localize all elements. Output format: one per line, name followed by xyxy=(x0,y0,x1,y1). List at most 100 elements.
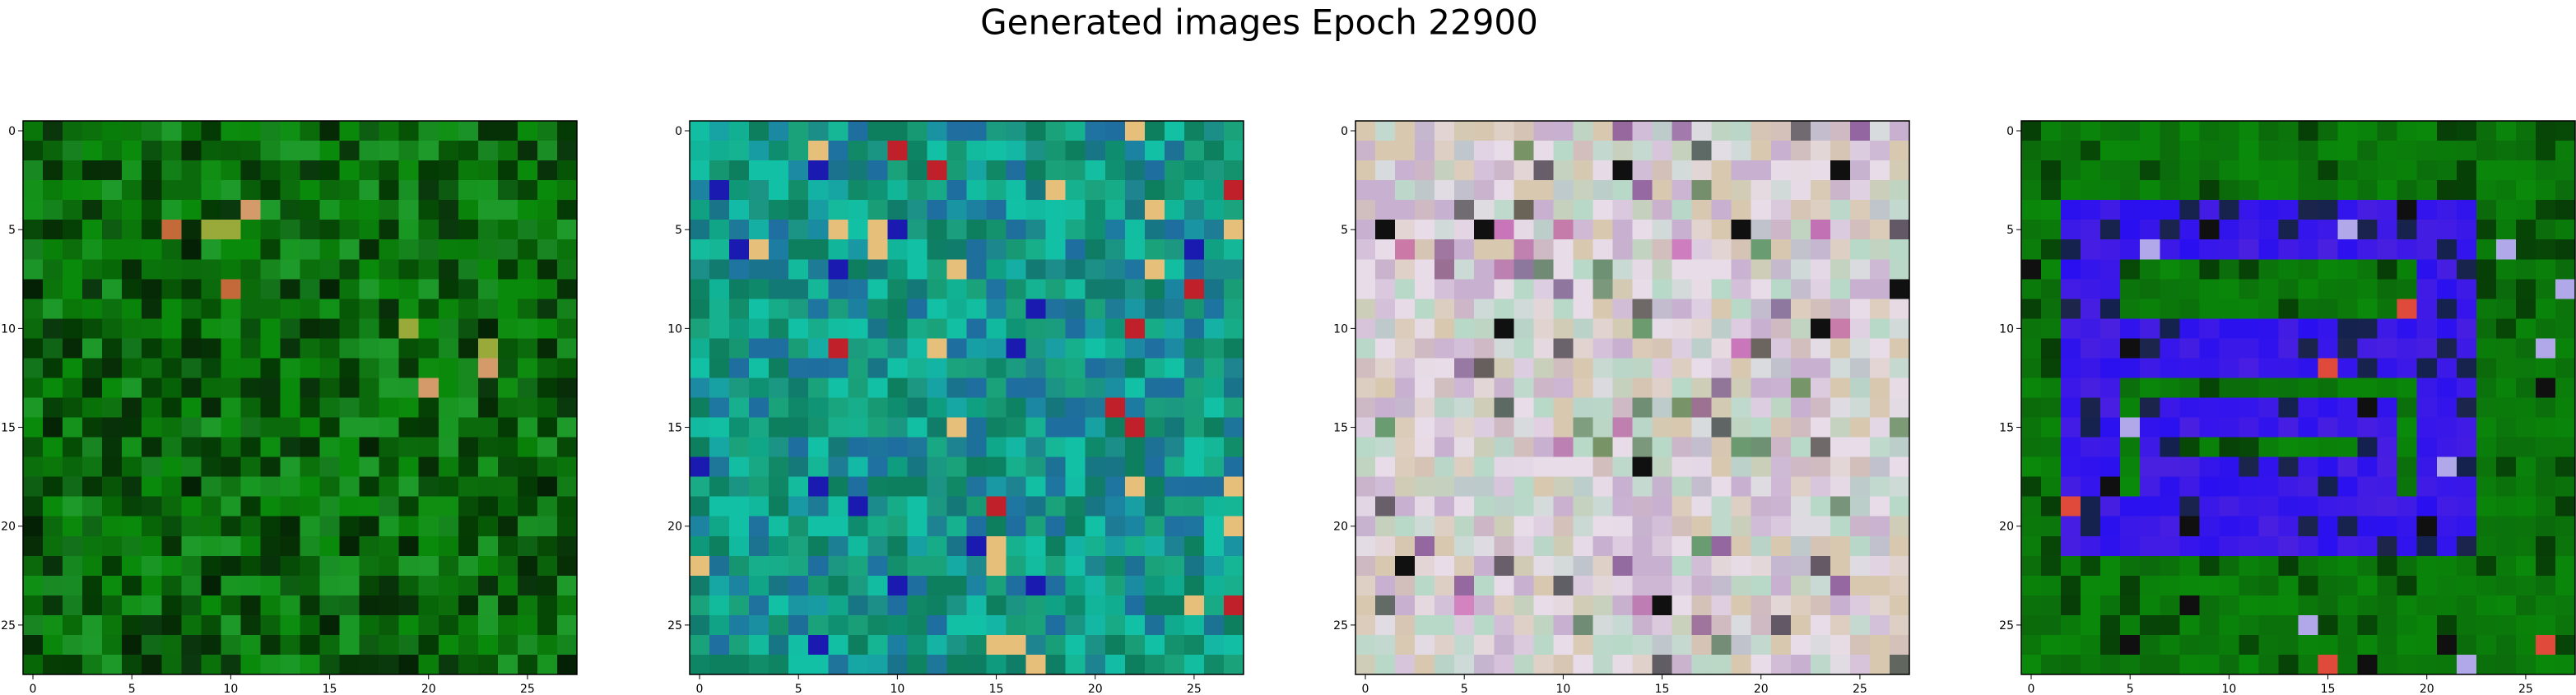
pixel-cell xyxy=(1731,279,1752,299)
pixel-cell xyxy=(1691,397,1713,419)
pixel-cell xyxy=(2041,575,2062,596)
pixel-cell xyxy=(1514,318,1534,339)
pixel-cell xyxy=(1751,180,1772,201)
pixel-cell xyxy=(1203,654,1225,675)
pixel-cell xyxy=(788,180,809,201)
pixel-cell xyxy=(1124,299,1146,319)
pixel-cell xyxy=(1533,338,1554,359)
pixel-cell xyxy=(1144,417,1165,438)
pixel-cell xyxy=(2436,476,2457,498)
pixel-cell xyxy=(161,437,182,458)
pixel-cell xyxy=(497,437,518,458)
pixel-cell xyxy=(458,160,479,181)
pixel-cell xyxy=(260,299,281,319)
pixel-cell xyxy=(1533,318,1554,339)
pixel-cell xyxy=(986,160,1007,181)
pixel-cell xyxy=(43,456,63,478)
pixel-cell xyxy=(690,200,710,220)
pixel-cell xyxy=(181,417,202,438)
pixel-cell xyxy=(398,338,420,359)
pixel-cell xyxy=(867,654,888,675)
pixel-cell xyxy=(63,417,83,438)
pixel-cell xyxy=(1474,654,1495,675)
pixel-cell xyxy=(1085,496,1106,517)
pixel-cell xyxy=(1164,180,1185,201)
pixel-cell xyxy=(2160,200,2180,220)
pixel-cell xyxy=(2535,180,2556,201)
pixel-cell xyxy=(1434,338,1455,359)
pixel-cell xyxy=(2357,654,2378,675)
pixel-cell xyxy=(848,141,868,161)
pixel-cell xyxy=(2120,614,2141,636)
pixel-cell xyxy=(848,555,868,577)
pixel-cell xyxy=(418,476,439,498)
pixel-cell xyxy=(1593,614,1614,636)
pixel-cell xyxy=(398,358,420,379)
pixel-cell xyxy=(2495,595,2517,616)
pixel-cell xyxy=(907,160,928,181)
pixel-cell xyxy=(2021,535,2042,557)
pixel-cell xyxy=(2160,437,2180,458)
pixel-cell xyxy=(2337,299,2359,319)
pixel-cell xyxy=(2476,299,2497,319)
pixel-cell xyxy=(2397,476,2418,498)
pixel-cell xyxy=(2278,259,2299,280)
pixel-cell xyxy=(280,358,301,379)
y-tick-label: 5 xyxy=(8,224,16,237)
pixel-cell xyxy=(418,318,439,339)
pixel-cell xyxy=(887,200,908,220)
pixel-cell xyxy=(2535,555,2556,577)
pixel-cell xyxy=(201,200,221,220)
pixel-cell xyxy=(2199,338,2220,359)
pixel-cell xyxy=(1889,614,1910,636)
pixel-cell xyxy=(2100,338,2121,359)
pixel-cell xyxy=(946,476,968,498)
pixel-cell xyxy=(142,575,162,596)
pixel-cell xyxy=(379,476,400,498)
pixel-cell xyxy=(2357,516,2378,537)
pixel-cell xyxy=(1434,141,1455,161)
pixel-cell xyxy=(1889,378,1910,399)
pixel-cell xyxy=(1474,220,1495,240)
pixel-cell xyxy=(1183,496,1205,517)
pixel-cell xyxy=(1085,397,1106,419)
pixel-cell xyxy=(2100,279,2121,299)
pixel-cell xyxy=(260,141,281,161)
pixel-cell xyxy=(161,121,182,141)
pixel-cell xyxy=(1770,417,1792,438)
pixel-cell xyxy=(946,121,968,141)
pixel-cell xyxy=(946,595,968,616)
pixel-cell xyxy=(1770,239,1792,260)
pixel-cell xyxy=(240,456,262,478)
pixel-cell xyxy=(1006,318,1027,339)
pixel-cell xyxy=(1830,535,1851,557)
pixel-cell xyxy=(1415,634,1435,656)
pixel-cell xyxy=(769,378,789,399)
pixel-cell xyxy=(1183,259,1205,280)
pixel-cell xyxy=(2120,397,2141,419)
pixel-cell xyxy=(2140,456,2160,478)
pixel-cell xyxy=(181,121,202,141)
pixel-cell xyxy=(201,634,221,656)
pixel-cell xyxy=(2160,239,2180,260)
pixel-cell xyxy=(690,575,710,596)
pixel-cell xyxy=(300,417,321,438)
pixel-cell xyxy=(142,614,162,636)
pixel-cell xyxy=(2515,358,2536,379)
pixel-cell xyxy=(1849,476,1871,498)
pixel-cell xyxy=(986,555,1007,577)
pixel-cell xyxy=(1790,121,1811,141)
pixel-cell xyxy=(260,595,281,616)
pixel-cell xyxy=(240,654,262,675)
pixel-cell xyxy=(1790,180,1811,201)
pixel-cell xyxy=(1652,555,1673,577)
pixel-cell xyxy=(556,496,578,517)
pixel-cell xyxy=(1770,476,1792,498)
pixel-cell xyxy=(122,200,142,220)
pixel-cell xyxy=(1375,496,1396,517)
pixel-cell xyxy=(907,555,928,577)
pixel-cell xyxy=(181,516,202,537)
pixel-cell xyxy=(1849,595,1871,616)
x-tick-label: 5 xyxy=(128,683,136,695)
pixel-cell xyxy=(1203,279,1225,299)
